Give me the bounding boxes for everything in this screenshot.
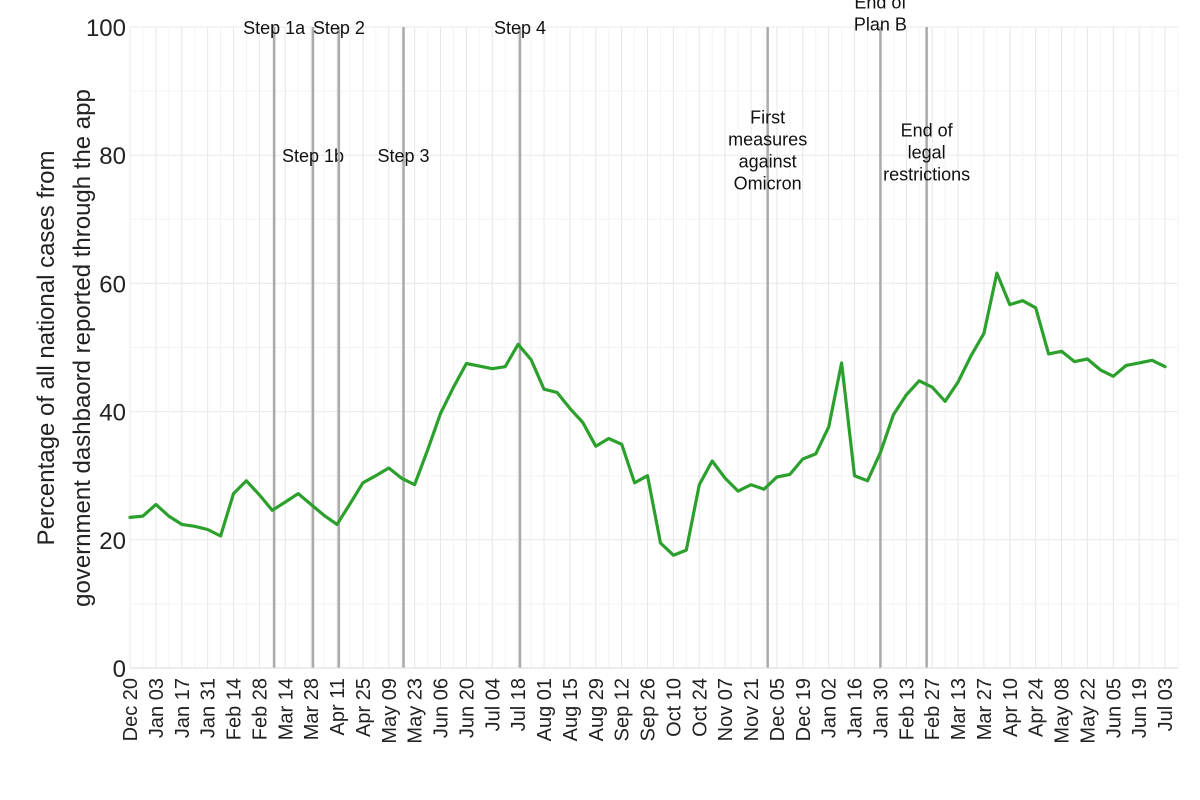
y-tick-label: 60 xyxy=(99,271,126,298)
x-tick-label: Jun 20 xyxy=(456,678,478,738)
y-tick-label: 0 xyxy=(113,656,126,683)
x-tick-label: Mar 28 xyxy=(301,678,323,740)
x-tick-label: Jan 17 xyxy=(172,678,194,738)
event-label: Step 2 xyxy=(313,18,365,38)
event-label: End of legal restrictions xyxy=(883,121,970,185)
x-tick-label: Jan 31 xyxy=(198,678,220,738)
x-tick-label: Apr 24 xyxy=(1026,678,1048,737)
x-tick-label: Aug 29 xyxy=(586,678,608,741)
x-tick-label: Jun 06 xyxy=(431,678,453,738)
x-tick-label: Jan 02 xyxy=(819,678,841,738)
x-tick-label: Dec 19 xyxy=(793,678,815,741)
y-tick-label: 80 xyxy=(99,143,126,170)
event-label: Step 4 xyxy=(494,18,546,38)
event-label-line: End of xyxy=(901,121,954,141)
x-tick-label: Mar 13 xyxy=(948,678,970,740)
x-tick-label: Mar 27 xyxy=(974,678,996,740)
x-tick-label: Feb 13 xyxy=(896,678,918,740)
x-tick-label: Feb 27 xyxy=(922,678,944,740)
series-layer xyxy=(128,271,1167,557)
event-label-line: Plan B xyxy=(854,14,907,34)
event-label-line: against xyxy=(739,152,797,172)
x-tick-label: Nov 07 xyxy=(715,678,737,741)
x-tick-label: Dec 20 xyxy=(120,678,142,741)
event-label-line: Step 1b xyxy=(282,146,344,166)
event-label-line: restrictions xyxy=(883,165,970,185)
x-tick-label: May 08 xyxy=(1052,678,1074,744)
y-axis-label-line-2: government dashbaord reported through th… xyxy=(69,89,96,607)
x-tick-label: Apr 25 xyxy=(353,678,375,737)
event-label-line: legal xyxy=(908,143,946,163)
x-tick-label: Jul 03 xyxy=(1155,678,1177,731)
x-tick-label: Mar 14 xyxy=(275,678,297,740)
x-tick-label: Jan 16 xyxy=(845,678,867,738)
x-tick-label: Oct 24 xyxy=(689,678,711,737)
x-tick-label: Feb 14 xyxy=(224,678,246,740)
x-tick-label: Apr 10 xyxy=(1000,678,1022,737)
event-label: Step 1b xyxy=(282,146,344,166)
series-line xyxy=(128,271,1167,557)
event-label-line: Step 2 xyxy=(313,18,365,38)
y-tick-label: 100 xyxy=(86,15,126,42)
x-tick-label: Feb 28 xyxy=(249,678,271,740)
event-label-line: measures xyxy=(728,130,807,150)
event-label: First measures against Omicron xyxy=(728,108,807,194)
x-tick-label: Jul 04 xyxy=(482,678,504,731)
event-label-line: Step 3 xyxy=(378,146,430,166)
x-tick-label: May 09 xyxy=(379,678,401,744)
x-tick-label: Oct 10 xyxy=(663,678,685,737)
event-label-line: First xyxy=(750,108,785,128)
grid-layer xyxy=(129,26,1179,669)
x-tick-label: Jan 03 xyxy=(146,678,168,738)
x-tick-label: May 22 xyxy=(1077,678,1099,744)
x-tick-label: Aug 01 xyxy=(534,678,556,741)
x-tick-label: Jun 05 xyxy=(1103,678,1125,738)
x-tick-label: Dec 05 xyxy=(767,678,789,741)
y-tick-label: 40 xyxy=(99,400,126,427)
x-tick-label: May 23 xyxy=(405,678,427,744)
event-label-line: Step 1a xyxy=(243,18,306,38)
event-label: Step 1a xyxy=(243,18,306,38)
vline-layer: Step 1a Step 1b Step 2 Step 3 Step 4 First mea… xyxy=(243,0,970,668)
x-tick-label: Sep 12 xyxy=(612,678,634,741)
event-label-line: End of xyxy=(854,0,907,12)
event-label-line: Step 4 xyxy=(494,18,546,38)
x-tick-label: Jun 19 xyxy=(1129,678,1151,738)
x-tick-label: Aug 15 xyxy=(560,678,582,741)
y-axis-label-line-1: Percentage of all national cases from xyxy=(33,151,60,546)
x-tick-label: Nov 21 xyxy=(741,678,763,741)
x-tick-label: Jan 30 xyxy=(870,678,892,738)
x-tick-label: Sep 26 xyxy=(638,678,660,741)
label-layer: Percentage of all national cases from go… xyxy=(33,89,96,607)
event-label-line: Omicron xyxy=(734,174,802,194)
event-label: Step 3 xyxy=(378,146,430,166)
event-label: End of Plan B xyxy=(854,0,908,34)
x-tick-label: Apr 11 xyxy=(327,678,349,735)
x-tick-label: Jul 18 xyxy=(508,678,530,731)
y-tick-label: 20 xyxy=(99,528,126,555)
